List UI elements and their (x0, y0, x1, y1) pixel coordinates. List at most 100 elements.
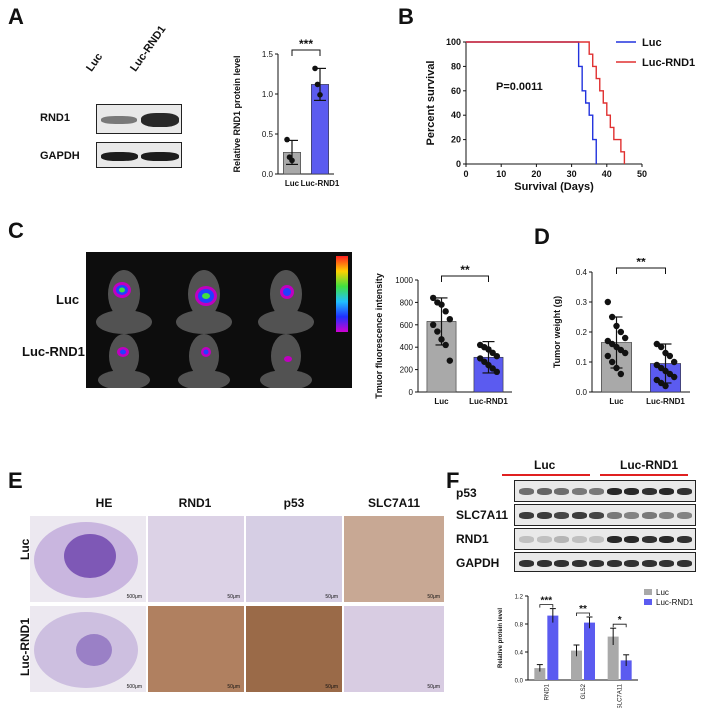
y-tick-label: 0.5 (262, 130, 274, 139)
x-tick-label: SLC7A11 (618, 683, 624, 708)
data-point (312, 65, 318, 72)
data-point (670, 358, 678, 366)
y-tick-label: 0 (409, 388, 414, 397)
blot-band (571, 560, 587, 567)
y-axis-label: Percent survival (425, 61, 437, 146)
data-point (438, 336, 445, 343)
ihc-image-luc-p53: 50μm (246, 516, 342, 602)
blot-band (536, 536, 552, 543)
blot-band (589, 512, 604, 519)
lane-label-luc: Luc (84, 51, 106, 74)
panel-label-b: B (398, 4, 414, 29)
data-point (434, 328, 441, 335)
ihc-col-label-rnd1: RND1 (178, 496, 212, 510)
x-tick-label: Luc-RND1 (469, 397, 508, 406)
blot-band (554, 536, 569, 543)
x-tick-label: 30 (567, 169, 577, 179)
x-tick-label: Luc-RND1 (646, 397, 685, 406)
he-image-luc: 500μm (30, 516, 146, 602)
western-blot-rnd1 (96, 104, 182, 134)
bioluminescence-image-grid (86, 252, 352, 390)
significance-bracket (539, 604, 554, 608)
panel-label-a: A (8, 4, 24, 29)
data-point (662, 382, 669, 390)
x-tick-label: 10 (496, 169, 506, 179)
x-tick-label: 40 (602, 169, 612, 179)
bar-rnd1-luc (534, 668, 546, 680)
data-point (613, 364, 620, 372)
ihc-image-luc-rnd1: 50μm (148, 516, 244, 602)
y-tick-label: 0.0 (262, 170, 274, 179)
group-bar-luc-rnd1 (600, 474, 688, 476)
blot-band (641, 488, 657, 495)
blot-band (624, 488, 639, 495)
data-point (608, 313, 616, 321)
blot-band (659, 536, 674, 543)
blot-band (589, 560, 604, 567)
f-blot-row-label-slc7a11: SLC7A11 (456, 508, 509, 522)
legend-label: Luc (642, 37, 662, 49)
data-point (446, 357, 454, 364)
blot-band (589, 488, 604, 495)
y-tick-label: 0.3 (576, 298, 588, 307)
data-point (429, 294, 437, 302)
group-bar-luc (502, 474, 590, 476)
blot-band (519, 488, 534, 495)
y-tick-label: 0.0 (576, 388, 588, 397)
x-axis-label: Survival (Days) (514, 181, 594, 193)
blot-band (536, 560, 552, 567)
y-tick-label: 400 (400, 343, 414, 352)
imaging-row-label-luc: Luc (56, 292, 80, 307)
y-tick-label: 1.5 (262, 50, 274, 59)
survival-line-luc (466, 41, 597, 164)
data-point (429, 321, 437, 328)
legend-label: Luc-RND1 (642, 57, 695, 69)
f-blot-row-label-rnd1: RND1 (456, 532, 489, 546)
y-tick-label: 80 (451, 61, 461, 71)
legend-swatch (644, 599, 652, 605)
x-tick-label: 50 (637, 169, 647, 179)
y-tick-label: 0.4 (576, 268, 588, 277)
significance-label: ** (579, 604, 587, 615)
data-point (621, 334, 629, 342)
y-tick-label: 0.8 (515, 623, 524, 629)
x-tick-label: Luc-RND1 (301, 179, 340, 188)
y-tick-label: 0.1 (576, 358, 588, 367)
blot-band (606, 488, 622, 495)
x-tick-label: Luc (285, 179, 300, 188)
blot-band (571, 488, 587, 495)
blot-row-label-rnd1: RND1 (40, 112, 70, 124)
x-tick-label: 20 (531, 169, 541, 179)
blot-band (606, 536, 622, 543)
blot-row-label-gapdh: GAPDH (40, 150, 80, 162)
blot-band (606, 512, 622, 519)
significance-label: *** (540, 596, 552, 607)
significance-bracket (291, 49, 321, 56)
panel-label-d: D (534, 224, 550, 249)
data-point (670, 373, 678, 381)
x-tick-label: RND1 (544, 683, 550, 700)
y-tick-label: 1.2 (515, 595, 524, 601)
blot-band (519, 512, 534, 519)
blot-group-label-luc-rnd1: Luc-RND1 (620, 458, 679, 472)
data-point (493, 352, 501, 360)
chart-c-fluorescence: 0 200 400 600 800 1000 Tmuor fluorescence inte… (374, 263, 512, 406)
y-tick-label: 40 (451, 110, 461, 120)
data-point (608, 358, 616, 366)
ihc-image-luc-rnd1-p53: 50μm (246, 606, 342, 692)
data-point (604, 352, 612, 360)
blot-band (536, 512, 552, 519)
blot-band (659, 512, 674, 519)
y-tick-label: 60 (451, 86, 461, 96)
data-point (438, 301, 445, 308)
ihc-image-luc-slc7a11: 50μm (344, 516, 444, 602)
chart-b-survival: 0 20 40 60 80 100 0 10 20 30 40 50 Survival (Days) Pe… (425, 37, 695, 193)
significance-label: ** (460, 263, 470, 277)
significance-label: ** (636, 258, 646, 269)
y-axis-label: Relative protein level (498, 608, 504, 668)
blot-band (624, 536, 639, 543)
f-blot-row-label-p53: p53 (456, 486, 477, 500)
data-point (617, 370, 625, 378)
legend-swatch (644, 589, 652, 595)
data-point (442, 308, 449, 315)
